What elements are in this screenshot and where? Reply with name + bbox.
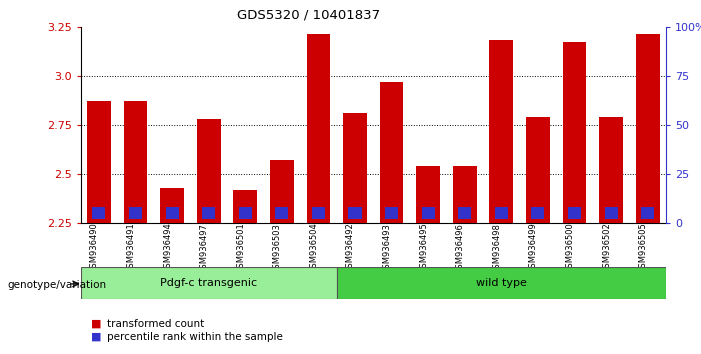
Bar bbox=[233, 190, 257, 223]
Bar bbox=[312, 207, 325, 219]
Text: ■: ■ bbox=[91, 319, 102, 329]
Bar bbox=[165, 207, 179, 219]
Bar bbox=[416, 166, 440, 223]
Text: GSM936502: GSM936502 bbox=[602, 223, 611, 273]
Text: genotype/variation: genotype/variation bbox=[7, 280, 106, 290]
Bar bbox=[531, 207, 545, 219]
Bar bbox=[336, 267, 666, 299]
Text: GSM936505: GSM936505 bbox=[639, 223, 648, 273]
Bar bbox=[123, 101, 147, 223]
Bar bbox=[129, 207, 142, 219]
Bar bbox=[93, 207, 105, 219]
Bar bbox=[197, 119, 221, 223]
Bar bbox=[489, 40, 513, 223]
Text: GSM936500: GSM936500 bbox=[566, 223, 575, 273]
Text: GSM936496: GSM936496 bbox=[456, 223, 465, 274]
Bar bbox=[202, 207, 215, 219]
Bar bbox=[161, 188, 184, 223]
Text: GSM936492: GSM936492 bbox=[346, 223, 355, 273]
Bar bbox=[348, 207, 362, 219]
Text: GSM936494: GSM936494 bbox=[163, 223, 172, 273]
Text: GSM936491: GSM936491 bbox=[126, 223, 135, 273]
Bar bbox=[275, 207, 288, 219]
Bar bbox=[599, 117, 623, 223]
Bar bbox=[87, 101, 111, 223]
Text: ■: ■ bbox=[91, 332, 102, 342]
Bar bbox=[343, 113, 367, 223]
Text: GDS5320 / 10401837: GDS5320 / 10401837 bbox=[237, 9, 380, 22]
Text: GSM936493: GSM936493 bbox=[383, 223, 392, 274]
Text: GSM936495: GSM936495 bbox=[419, 223, 428, 273]
Bar bbox=[568, 207, 581, 219]
Bar bbox=[458, 207, 471, 219]
Text: transformed count: transformed count bbox=[107, 319, 204, 329]
Bar bbox=[81, 267, 336, 299]
Text: GSM936501: GSM936501 bbox=[236, 223, 245, 273]
Bar bbox=[563, 42, 586, 223]
Bar bbox=[604, 207, 618, 219]
Bar bbox=[641, 207, 654, 219]
Text: GSM936498: GSM936498 bbox=[492, 223, 501, 274]
Bar bbox=[636, 34, 660, 223]
Text: GSM936497: GSM936497 bbox=[200, 223, 209, 274]
Bar bbox=[239, 207, 252, 219]
Bar bbox=[380, 81, 404, 223]
Text: wild type: wild type bbox=[476, 278, 526, 288]
Text: Pdgf-c transgenic: Pdgf-c transgenic bbox=[160, 278, 257, 288]
Bar bbox=[306, 34, 330, 223]
Bar bbox=[270, 160, 294, 223]
Bar bbox=[453, 166, 477, 223]
Text: percentile rank within the sample: percentile rank within the sample bbox=[107, 332, 283, 342]
Text: GSM936490: GSM936490 bbox=[90, 223, 99, 273]
Bar bbox=[421, 207, 435, 219]
Text: GSM936504: GSM936504 bbox=[309, 223, 318, 273]
Text: GSM936503: GSM936503 bbox=[273, 223, 282, 274]
Bar bbox=[495, 207, 508, 219]
Text: GSM936499: GSM936499 bbox=[529, 223, 538, 273]
Bar bbox=[385, 207, 398, 219]
Bar bbox=[526, 117, 550, 223]
